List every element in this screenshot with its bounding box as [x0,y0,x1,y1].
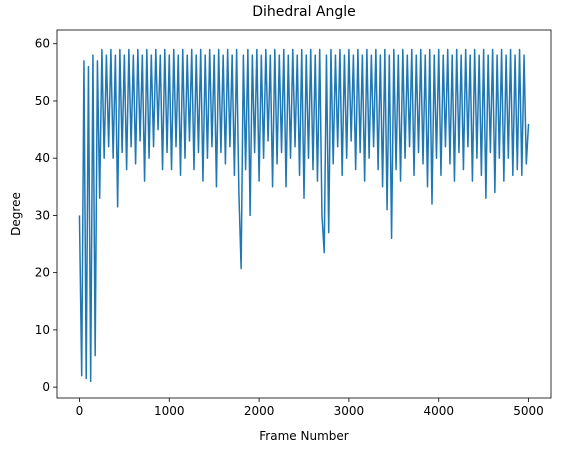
x-tick-label: 0 [76,404,84,418]
x-tick-label: 1000 [154,404,185,418]
x-tick-label: 5000 [513,404,544,418]
y-tick-label: 30 [35,208,50,222]
y-axis-label: Degree [9,192,23,236]
x-tick-label: 4000 [423,404,454,418]
y-tick-label: 10 [35,323,50,337]
y-tick-label: 50 [35,94,50,108]
y-tick-label: 60 [35,37,50,51]
plot-frame [56,29,552,399]
y-tick-label: 20 [35,266,50,280]
data-line [78,48,530,383]
chart-title: Dihedral Angle [252,4,356,20]
y-tick-label: 0 [42,380,50,394]
x-tick-label: 2000 [244,404,275,418]
x-tick-label: 3000 [334,404,365,418]
x-axis-label: Frame Number [259,429,348,443]
y-tick-label: 40 [35,151,50,165]
